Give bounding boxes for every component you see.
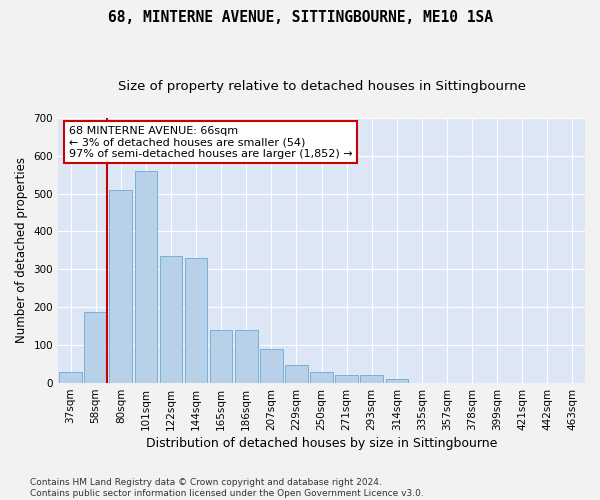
Bar: [134, 171, 157, 383]
Bar: [361, 376, 383, 383]
Bar: [85, 312, 107, 383]
Bar: [109, 190, 132, 383]
Text: Contains HM Land Registry data © Crown copyright and database right 2024.
Contai: Contains HM Land Registry data © Crown c…: [30, 478, 424, 498]
Bar: [260, 349, 283, 383]
Bar: [59, 372, 82, 383]
Bar: [285, 365, 308, 383]
Text: 68 MINTERNE AVENUE: 66sqm
← 3% of detached houses are smaller (54)
97% of semi-d: 68 MINTERNE AVENUE: 66sqm ← 3% of detach…: [68, 126, 352, 159]
Text: 68, MINTERNE AVENUE, SITTINGBOURNE, ME10 1SA: 68, MINTERNE AVENUE, SITTINGBOURNE, ME10…: [107, 10, 493, 25]
Bar: [210, 330, 232, 383]
Bar: [160, 256, 182, 383]
Bar: [335, 376, 358, 383]
X-axis label: Distribution of detached houses by size in Sittingbourne: Distribution of detached houses by size …: [146, 437, 497, 450]
Title: Size of property relative to detached houses in Sittingbourne: Size of property relative to detached ho…: [118, 80, 526, 93]
Y-axis label: Number of detached properties: Number of detached properties: [15, 158, 28, 344]
Bar: [310, 372, 333, 383]
Bar: [185, 258, 208, 383]
Bar: [386, 380, 408, 383]
Bar: [235, 330, 257, 383]
